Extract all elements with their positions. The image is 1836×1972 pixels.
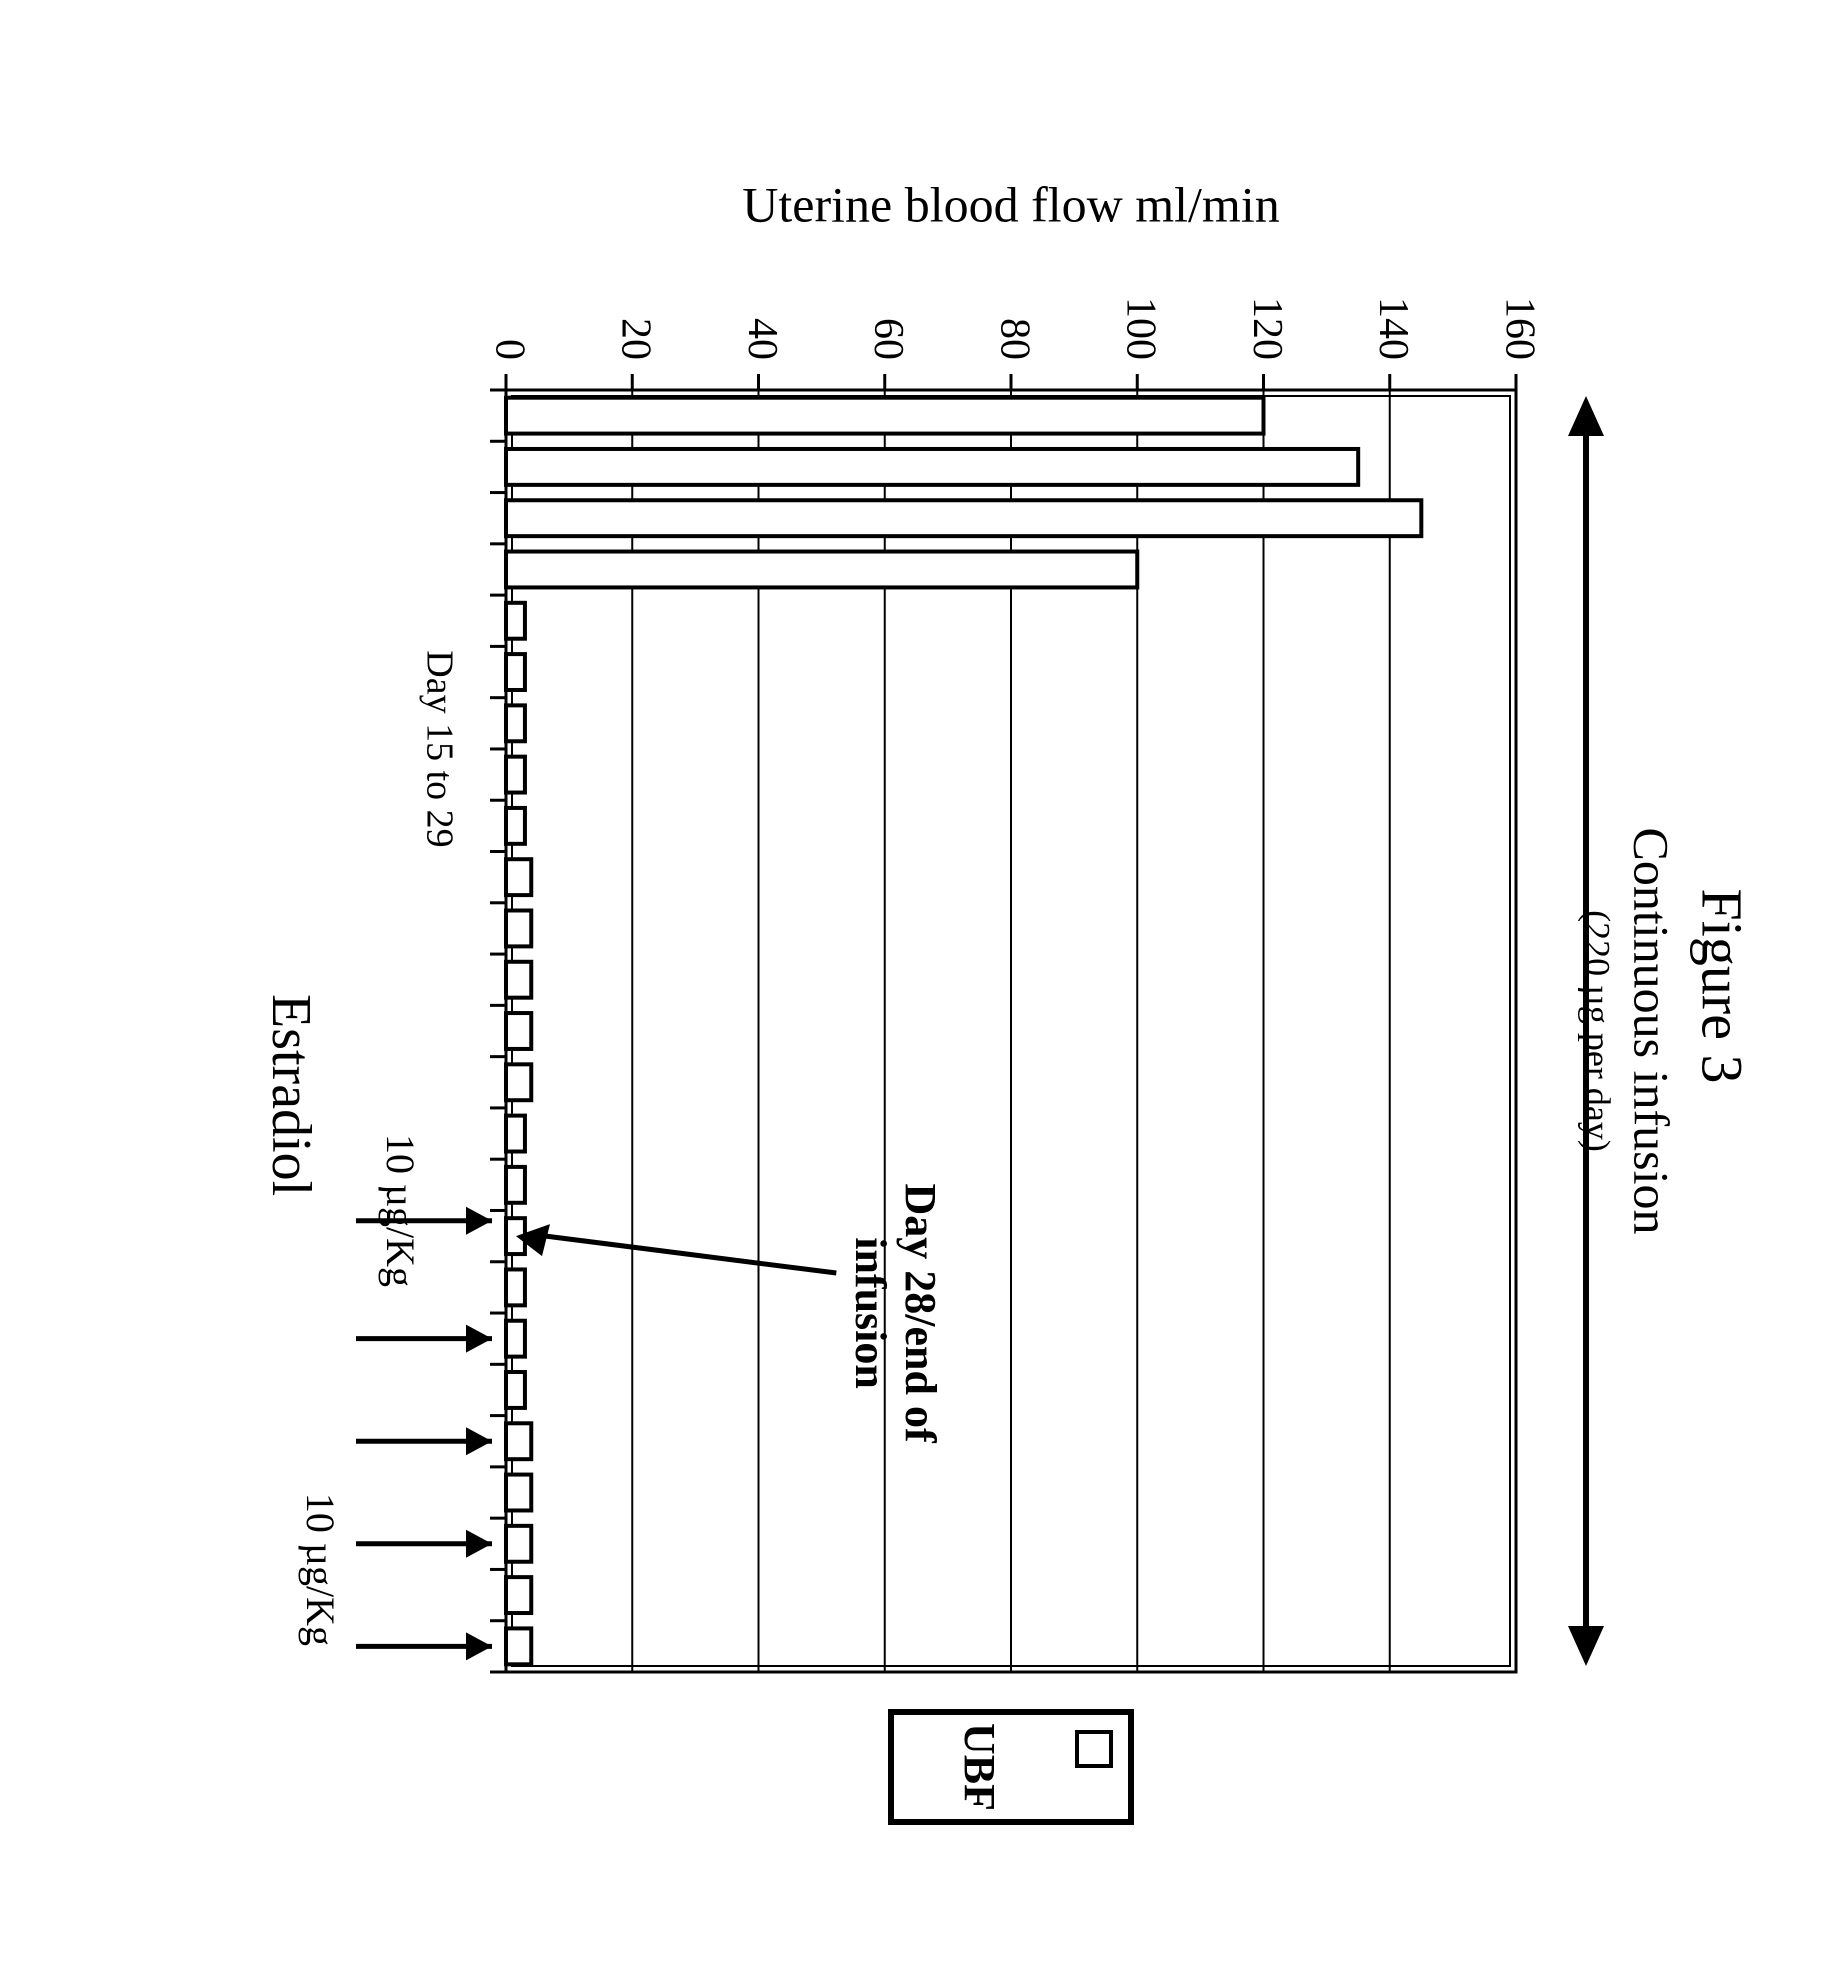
y-tick-label: 100	[1118, 297, 1164, 360]
end-of-infusion-text: Day 28/end of	[896, 1183, 945, 1443]
figure-title: Figure 3	[1690, 889, 1755, 1084]
y-tick-label: 140	[1370, 297, 1416, 360]
y-tick-label: 40	[739, 318, 785, 360]
bar	[506, 449, 1358, 485]
y-tick-label: 160	[1496, 297, 1542, 360]
bar	[506, 910, 531, 946]
dose-label: 10 µg/Kg	[298, 1493, 343, 1646]
bar	[506, 1423, 531, 1459]
bar	[506, 962, 531, 998]
y-tick-label: 20	[613, 318, 659, 360]
bar	[506, 654, 525, 690]
x-sublabel: Day 15 to 29	[418, 650, 460, 847]
x-axis-label: Estradiol	[260, 994, 322, 1196]
bar	[506, 757, 525, 793]
infusion-sublabel: (220 µg per day)	[1578, 910, 1618, 1152]
bar	[506, 1577, 531, 1613]
end-of-infusion-text: infusion	[846, 1237, 895, 1389]
bar	[506, 398, 1264, 434]
bar	[506, 500, 1421, 536]
bar	[506, 1013, 531, 1049]
bar	[506, 808, 525, 844]
dose-label: 10 µg/Kg	[378, 1134, 423, 1287]
bar	[506, 859, 531, 895]
y-tick-label: 60	[865, 318, 911, 360]
bar	[506, 603, 525, 639]
legend: UBF	[891, 1712, 1131, 1822]
infusion-label: Continuous infusion	[1624, 828, 1680, 1235]
y-tick-label: 0	[486, 339, 532, 360]
legend-label: UBF	[955, 1723, 1004, 1811]
bar	[506, 1526, 531, 1562]
bar	[506, 1269, 525, 1305]
bar	[506, 705, 525, 741]
bar	[506, 1372, 525, 1408]
bar	[506, 1167, 525, 1203]
bar	[506, 1475, 531, 1511]
bar	[506, 1116, 525, 1152]
bar	[506, 1064, 531, 1100]
y-tick-label: 120	[1244, 297, 1290, 360]
bar	[506, 552, 1137, 588]
legend-swatch	[1077, 1732, 1111, 1766]
bar	[506, 1321, 525, 1357]
bar	[506, 1628, 531, 1664]
y-axis-label: Uterine blood flow ml/min	[742, 176, 1279, 232]
y-tick-label: 80	[991, 318, 1037, 360]
